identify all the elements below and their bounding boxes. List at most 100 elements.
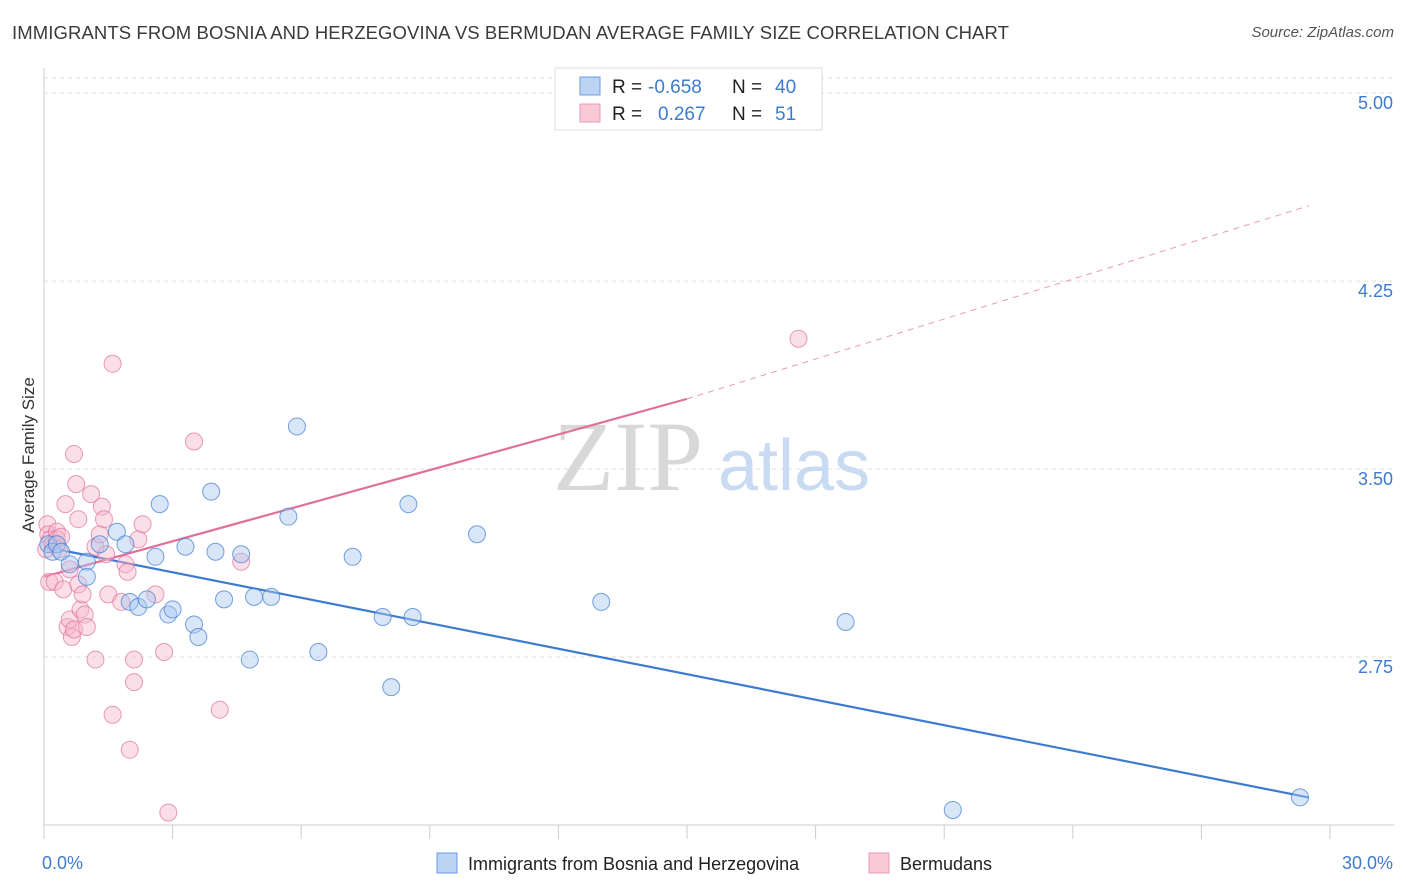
bosnia-point [279, 507, 298, 526]
bermudans-point [789, 329, 808, 348]
bosnia-point [399, 495, 418, 514]
bosnia-point [77, 567, 96, 586]
watermark: ZIP atlas [553, 401, 870, 512]
source-credit: Source: ZipAtlas.com [1251, 24, 1394, 41]
bermudans-point [125, 650, 144, 669]
y-tick-label: 3.50 [1358, 469, 1393, 489]
bosnia-point [90, 535, 109, 554]
watermark-zip: ZIP [553, 401, 703, 512]
bermudans-point [155, 643, 174, 662]
legend-r-label-2: R = [612, 104, 642, 125]
series-label-2: Bermudans [900, 854, 992, 874]
bosnia-point [343, 547, 362, 566]
bosnia-point [403, 607, 422, 626]
bermudans-point [56, 495, 75, 514]
legend-n-value-1: 40 [775, 77, 796, 98]
bermudans-point [82, 485, 101, 504]
bosnia-point [52, 542, 71, 561]
series-label-1: Immigrants from Bosnia and Herzegovina [468, 854, 800, 874]
trend-line-bosnia [43, 545, 1309, 799]
axes [43, 68, 1394, 839]
bosnia-point [467, 525, 486, 544]
bermudans-point [125, 673, 144, 692]
bosnia-point [245, 587, 264, 606]
grid-lines [44, 77, 1394, 658]
bermudans-point [73, 585, 92, 604]
bosnia-point [146, 547, 165, 566]
legend-n-value-2: 51 [775, 104, 796, 125]
bermudans-point [120, 740, 139, 759]
bermudans-point [95, 510, 114, 529]
bosnia-point [120, 592, 139, 611]
bosnia-point [150, 495, 169, 514]
legend-r-value-2: 0.267 [658, 104, 706, 125]
bermudans-point [69, 510, 88, 529]
data-points [37, 329, 1309, 822]
x-tick-label-min: 0.0% [42, 853, 83, 873]
bermudans-point [38, 515, 57, 534]
bermudans-point [118, 562, 137, 581]
bosnia-point [373, 607, 392, 626]
watermark-atlas: atlas [718, 426, 870, 506]
bosnia-point [943, 800, 962, 819]
legend-n-label-1: N = [732, 77, 762, 98]
legend-swatch-pink [579, 103, 601, 123]
bermudans-point [97, 545, 116, 564]
bermudans-point [77, 617, 96, 636]
bosnia-point [836, 612, 855, 631]
y-axis-label: Average Family Size [19, 377, 38, 533]
bosnia-point [215, 590, 234, 609]
bosnia-point [592, 592, 611, 611]
bermudans-point [86, 650, 105, 669]
legend-swatch-blue [579, 76, 601, 96]
chart-title: IMMIGRANTS FROM BOSNIA AND HERZEGOVINA V… [12, 22, 1010, 43]
bermudans-point [210, 700, 229, 719]
x-tick-label-max: 30.0% [1342, 853, 1393, 873]
bermudans-point [54, 580, 73, 599]
trend-line-bermudans-extension [686, 205, 1309, 400]
bosnia-point [107, 522, 126, 541]
bermudans-point [185, 432, 204, 451]
bermudans-point [103, 354, 122, 373]
bosnia-point [240, 650, 259, 669]
bermudans-point [232, 552, 251, 571]
bosnia-point [309, 643, 328, 662]
bosnia-point [189, 628, 208, 647]
bosnia-point [163, 600, 182, 619]
bermudans-point [146, 585, 165, 604]
bosnia-point [262, 587, 281, 606]
tick-labels: 2.75 3.50 4.25 5.00 0.0% 30.0% [42, 93, 1393, 873]
bermudans-point [65, 445, 84, 464]
bosnia-point [232, 545, 251, 564]
y-tick-label: 5.00 [1358, 93, 1393, 113]
legend-r-value-1: -0.658 [648, 77, 702, 98]
bermudans-point [103, 705, 122, 724]
series-legend: Immigrants from Bosnia and Herzegovina B… [436, 852, 992, 874]
bermudans-point [133, 515, 152, 534]
bosnia-point [382, 678, 401, 697]
series-swatch-blue [436, 852, 458, 874]
legend-n-label-2: N = [732, 104, 762, 125]
bermudans-point [116, 555, 135, 574]
series-swatch-pink [868, 852, 890, 874]
bermudans-point [159, 803, 178, 822]
bermudans-point [62, 628, 81, 647]
bosnia-point [1290, 788, 1309, 807]
bosnia-point [287, 417, 306, 436]
bosnia-point [77, 552, 96, 571]
bosnia-point [116, 535, 135, 554]
bosnia-point [176, 537, 195, 556]
trend-line-bermudans [43, 397, 688, 578]
bermudans-point [40, 572, 59, 591]
bosnia-point [206, 542, 225, 561]
stats-legend: R = -0.658 N = 40 R = 0.267 N = 51 [554, 67, 823, 131]
bermudans-point [90, 525, 109, 544]
bermudans-point [60, 560, 79, 579]
legend-r-label-1: R = [612, 77, 642, 98]
y-tick-label: 4.25 [1358, 281, 1393, 301]
bermudans-point [67, 475, 86, 494]
bosnia-point [60, 555, 79, 574]
y-tick-label: 2.75 [1358, 657, 1393, 677]
bosnia-point [202, 482, 221, 501]
